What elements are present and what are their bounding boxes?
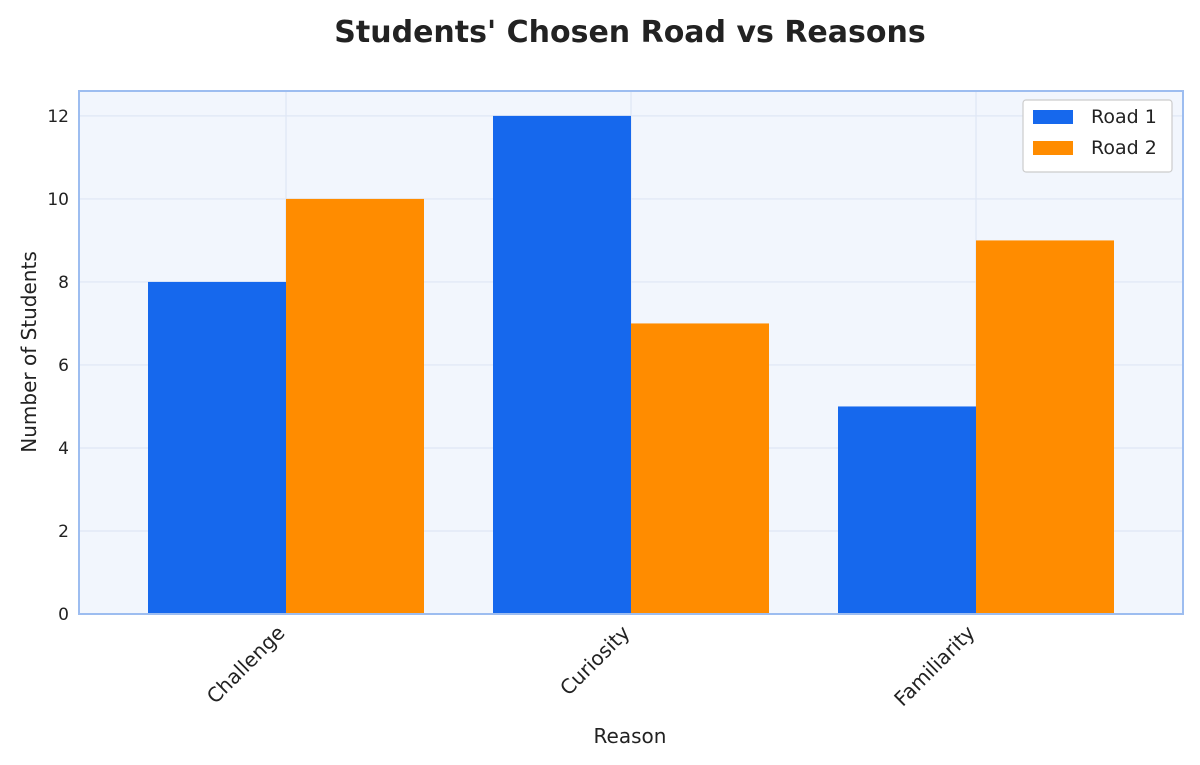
y-tick-label: 6 bbox=[58, 356, 69, 376]
x-tick-label: Challenge bbox=[202, 621, 290, 709]
legend-swatch bbox=[1033, 110, 1073, 124]
legend: Road 1 Road 2 bbox=[1022, 99, 1173, 173]
legend-swatch bbox=[1033, 141, 1073, 155]
bar-road-1-familiarity bbox=[838, 406, 976, 614]
x-tick-label: Familiarity bbox=[889, 620, 979, 710]
y-tick-label: 12 bbox=[47, 107, 69, 127]
bar-road-2-challenge bbox=[286, 198, 424, 614]
y-tick-label: 2 bbox=[58, 522, 69, 542]
bars bbox=[148, 115, 1114, 615]
bar-road-2-curiosity bbox=[631, 323, 769, 614]
y-tick-label: 0 bbox=[58, 605, 69, 625]
y-axis-label: Number of Students bbox=[17, 251, 41, 452]
plot-border bbox=[78, 90, 1184, 615]
legend-label: Road 2 bbox=[1091, 137, 1157, 159]
legend-label: Road 1 bbox=[1091, 106, 1157, 128]
y-tick-label: 4 bbox=[58, 439, 69, 459]
bar-road-2-familiarity bbox=[976, 240, 1114, 614]
y-tick-label: 8 bbox=[58, 273, 69, 293]
x-axis-label: Reason bbox=[594, 724, 667, 748]
y-tick-label: 10 bbox=[47, 190, 69, 210]
bar-road-1-challenge bbox=[148, 281, 286, 614]
x-axis-ticks: Challenge Curiosity Familiarity bbox=[202, 620, 980, 710]
y-axis-ticks: 0 2 4 6 8 10 12 bbox=[47, 107, 69, 625]
x-tick-label: Curiosity bbox=[555, 620, 635, 700]
bar-road-1-curiosity bbox=[493, 115, 631, 615]
chart-title: Students' Chosen Road vs Reasons bbox=[334, 15, 925, 50]
